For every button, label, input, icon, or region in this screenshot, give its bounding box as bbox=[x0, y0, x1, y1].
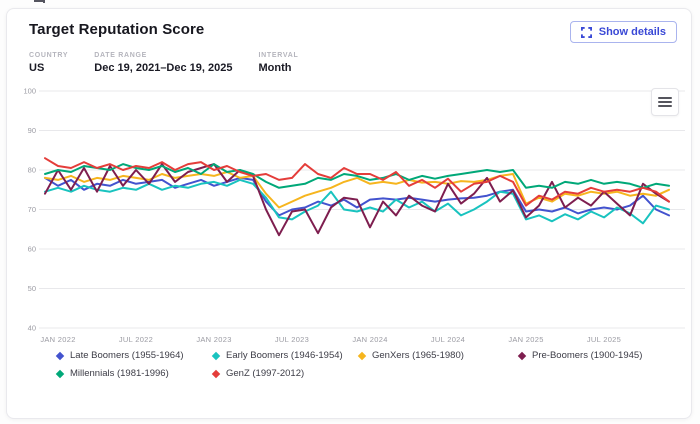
x-axis-label: JAN 2025 bbox=[508, 335, 543, 344]
x-axis-label: JAN 2024 bbox=[352, 335, 387, 344]
series-line[interactable] bbox=[44, 171, 670, 209]
legend-item[interactable]: Late Boomers (1955-1964) bbox=[55, 350, 213, 361]
x-axis-label: JUL 2024 bbox=[431, 335, 465, 344]
legend-item[interactable]: GenXers (1965-1980) bbox=[357, 350, 519, 361]
hamburger-menu-icon bbox=[658, 101, 672, 103]
x-axis-label: JAN 2022 bbox=[40, 335, 75, 344]
date-range-label: DATE RANGE bbox=[94, 52, 148, 59]
legend-diamond-marker bbox=[357, 351, 367, 360]
date-range-filter: DATE RANGE Dec 19, 2021–Dec 19, 2025 bbox=[94, 52, 232, 74]
legend-label: Pre-Boomers (1900-1945) bbox=[532, 350, 643, 361]
legend-diamond-marker bbox=[517, 351, 527, 360]
interval-value: Month bbox=[258, 62, 292, 74]
show-details-button[interactable]: Show details bbox=[569, 21, 677, 43]
legend-label: GenXers (1965-1980) bbox=[372, 350, 464, 361]
chart-legend: Late Boomers (1955-1964) Early Boomers (1… bbox=[7, 350, 691, 379]
interval-label: INTERVAL bbox=[258, 52, 299, 59]
legend-item[interactable]: GenZ (1997-2012) bbox=[211, 368, 359, 379]
y-axis-label: 90 bbox=[28, 126, 36, 135]
legend-item[interactable]: Millennials (1981-1996) bbox=[55, 368, 213, 379]
y-axis-label: 70 bbox=[28, 205, 36, 214]
x-axis-label: JUL 2025 bbox=[587, 335, 621, 344]
cropped-text-artifact bbox=[34, 0, 45, 2]
hamburger-menu-icon bbox=[658, 97, 672, 99]
show-details-label: Show details bbox=[598, 26, 666, 38]
filter-summary: COUNTRY US DATE RANGE Dec 19, 2021–Dec 1… bbox=[7, 43, 691, 74]
x-axis-label: JAN 2023 bbox=[196, 335, 231, 344]
date-range-value: Dec 19, 2021–Dec 19, 2025 bbox=[94, 62, 233, 74]
y-axis-label: 80 bbox=[28, 166, 36, 175]
chart-menu-button[interactable] bbox=[651, 88, 679, 116]
y-axis-label: 40 bbox=[28, 324, 36, 333]
legend-diamond-marker bbox=[211, 351, 221, 360]
series-line[interactable] bbox=[44, 157, 670, 207]
legend-item[interactable]: Pre-Boomers (1900-1945) bbox=[517, 350, 691, 361]
cropped-text-artifact bbox=[43, 0, 45, 3]
legend-label: GenZ (1997-2012) bbox=[226, 368, 305, 379]
y-axis-label: 100 bbox=[23, 87, 36, 96]
series-line[interactable] bbox=[44, 163, 670, 237]
interval-filter: INTERVAL Month bbox=[259, 52, 299, 74]
legend-label: Late Boomers (1955-1964) bbox=[70, 350, 184, 361]
legend-diamond-marker bbox=[55, 351, 65, 360]
expand-icon bbox=[580, 26, 592, 38]
card-header: Target Reputation Score Show details bbox=[7, 9, 691, 43]
country-value: US bbox=[29, 62, 45, 74]
reputation-chart-svg[interactable]: 100 90 80 70 60 50 40 JAN 2022 JUL 2022 JAN 2023 J… bbox=[7, 78, 691, 350]
country-filter: COUNTRY US bbox=[29, 52, 68, 74]
x-axis-label: JUL 2022 bbox=[119, 335, 153, 344]
y-axis-label: 60 bbox=[28, 245, 36, 254]
page-title: Target Reputation Score bbox=[29, 21, 205, 38]
legend-diamond-marker bbox=[211, 369, 221, 378]
y-axis-label: 50 bbox=[28, 284, 36, 293]
series-line[interactable] bbox=[44, 163, 670, 189]
country-label: COUNTRY bbox=[29, 52, 69, 59]
x-axis-label: JUL 2023 bbox=[275, 335, 309, 344]
legend-label: Millennials (1981-1996) bbox=[70, 368, 169, 379]
legend-diamond-marker bbox=[55, 369, 65, 378]
legend-item[interactable]: Early Boomers (1946-1954) bbox=[211, 350, 359, 361]
legend-label: Early Boomers (1946-1954) bbox=[226, 350, 343, 361]
reputation-score-card: Target Reputation Score Show details COU… bbox=[6, 8, 692, 419]
hamburger-menu-icon bbox=[658, 105, 672, 107]
chart-area: 100 90 80 70 60 50 40 JAN 2022 JUL 2022 JAN 2023 J… bbox=[7, 78, 691, 350]
